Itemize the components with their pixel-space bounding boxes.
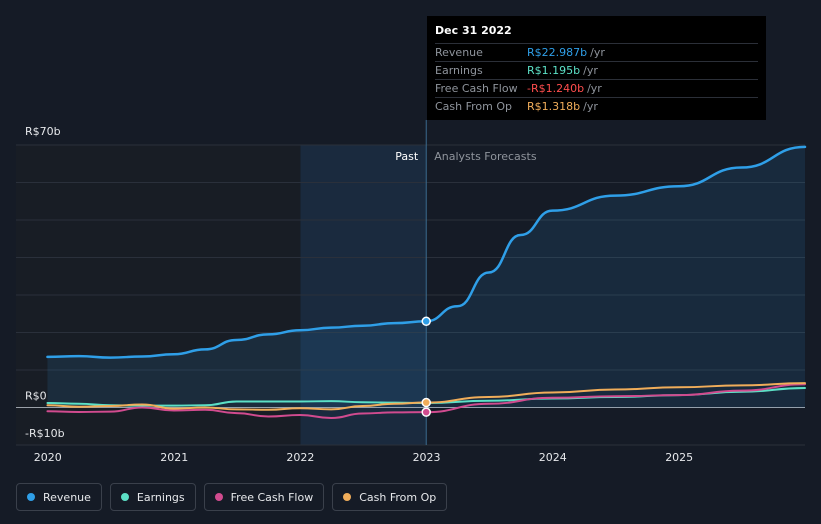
x-tick-label: 2023 <box>413 451 441 464</box>
cash-from-op-marker <box>421 397 431 408</box>
x-tick-label: 2025 <box>665 451 693 464</box>
tooltip-row-cash-from-op: Cash From Op R$1.318b /yr <box>435 97 758 115</box>
y-tick-label: R$0 <box>25 390 47 403</box>
legend-item-cash-from-op[interactable]: Cash From Op <box>332 483 448 511</box>
free-cash-flow-marker <box>421 407 431 417</box>
tooltip-value: R$1.195b <box>527 64 581 77</box>
tooltip-label: Revenue <box>435 46 483 59</box>
legend-dot-icon <box>343 493 352 501</box>
y-tick-label: R$70b <box>25 125 61 138</box>
legend-label: Earnings <box>136 490 185 504</box>
tooltip-row-earnings: Earnings R$1.195b /yr <box>435 61 758 79</box>
x-tick-label: 2021 <box>160 451 188 464</box>
tooltip-row-revenue: Revenue R$22.987b /yr <box>435 43 758 61</box>
legend-dot-icon <box>214 493 223 501</box>
tooltip-label: Free Cash Flow <box>435 82 518 95</box>
tooltip-unit: /yr <box>587 82 602 95</box>
y-tick-label: -R$10b <box>25 427 65 440</box>
tooltip-unit: /yr <box>583 100 598 113</box>
markers <box>421 316 431 417</box>
series-lines <box>46 145 807 420</box>
past-label: Past <box>395 150 419 163</box>
tooltip-row-free-cash-flow: Free Cash Flow -R$1.240b /yr <box>435 79 758 97</box>
x-tick-label: 2022 <box>286 451 314 464</box>
legend-label: Cash From Op <box>359 490 437 504</box>
tooltip-unit: /yr <box>583 64 598 77</box>
cash-from-op-line <box>46 382 806 411</box>
x-tick-label: 2024 <box>539 451 567 464</box>
tooltip-unit: /yr <box>590 46 605 59</box>
legend-item-earnings[interactable]: Earnings <box>109 483 196 511</box>
tooltip-value: R$1.318b <box>527 100 581 113</box>
tooltip-label: Earnings <box>435 64 483 77</box>
revenue-area <box>47 146 806 408</box>
x-tick-label: 2020 <box>34 451 62 464</box>
gridlines <box>16 144 805 446</box>
revenue-marker <box>421 316 431 327</box>
legend-item-free-cash-flow[interactable]: Free Cash Flow <box>203 483 325 511</box>
tooltip-value: -R$1.240b <box>527 82 585 95</box>
area-fills <box>47 146 806 408</box>
free-cash-flow-line <box>46 383 806 420</box>
legend-dot-icon <box>27 493 35 501</box>
tooltip: Dec 31 2022 Revenue R$22.987b /yr Earnin… <box>427 16 766 120</box>
tooltip-value: R$22.987b <box>527 46 588 59</box>
y-axis-labels: R$70b R$0 -R$10b <box>25 125 65 440</box>
legend-label: Free Cash Flow <box>230 490 314 504</box>
legend: Revenue Earnings Free Cash Flow Cash Fro… <box>16 483 448 511</box>
legend-item-revenue[interactable]: Revenue <box>16 483 102 511</box>
x-axis-labels: 2020 2021 2022 2023 2024 2025 <box>34 451 693 464</box>
tooltip-label: Cash From Op <box>435 100 513 113</box>
legend-dot-icon <box>120 493 129 501</box>
revenue-line <box>46 145 807 359</box>
legend-label: Revenue <box>43 490 91 504</box>
forecast-label: Analysts Forecasts <box>434 150 537 163</box>
tooltip-date: Dec 31 2022 <box>435 24 512 37</box>
